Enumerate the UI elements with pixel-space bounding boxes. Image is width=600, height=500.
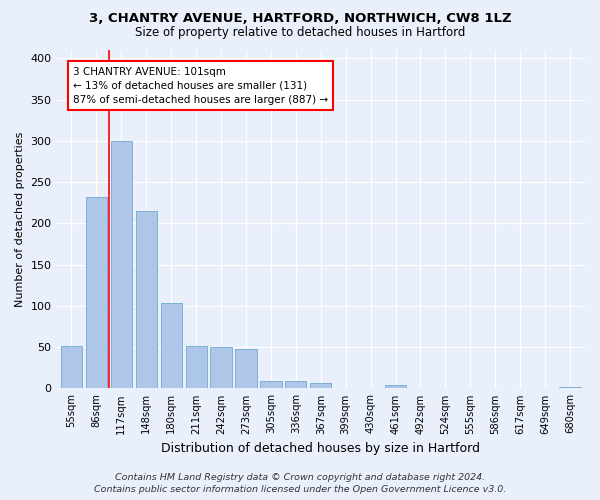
Bar <box>211 347 232 389</box>
Bar <box>61 346 82 389</box>
Text: Size of property relative to detached houses in Hartford: Size of property relative to detached ho… <box>135 26 465 39</box>
Bar <box>235 349 257 389</box>
Bar <box>161 304 182 388</box>
Bar <box>86 197 107 388</box>
Text: 3, CHANTRY AVENUE, HARTFORD, NORTHWICH, CW8 1LZ: 3, CHANTRY AVENUE, HARTFORD, NORTHWICH, … <box>89 12 511 26</box>
X-axis label: Distribution of detached houses by size in Hartford: Distribution of detached houses by size … <box>161 442 480 455</box>
Bar <box>559 387 581 388</box>
Text: 3 CHANTRY AVENUE: 101sqm
← 13% of detached houses are smaller (131)
87% of semi-: 3 CHANTRY AVENUE: 101sqm ← 13% of detach… <box>73 66 328 104</box>
Y-axis label: Number of detached properties: Number of detached properties <box>15 132 25 307</box>
Bar <box>136 211 157 388</box>
Bar <box>385 385 406 388</box>
Text: Contains HM Land Registry data © Crown copyright and database right 2024.
Contai: Contains HM Land Registry data © Crown c… <box>94 472 506 494</box>
Bar <box>310 384 331 388</box>
Bar <box>111 141 132 388</box>
Bar <box>285 381 307 388</box>
Bar <box>260 381 281 388</box>
Bar <box>185 346 207 389</box>
